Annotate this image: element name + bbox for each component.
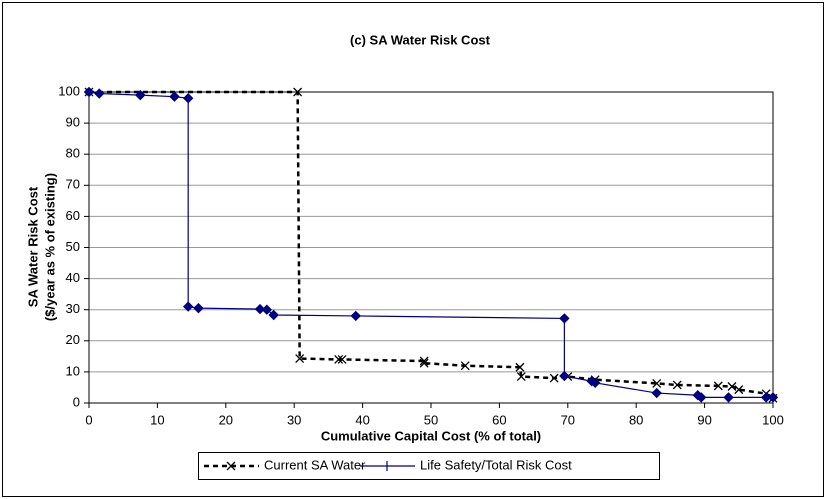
- marker: [727, 382, 737, 391]
- marker: [672, 380, 682, 390]
- legend-label: Current SA Water: [264, 457, 366, 472]
- marker: [695, 392, 707, 403]
- chart-title: (c) SA Water Risk Cost: [350, 32, 491, 47]
- y-tick-label: 60: [66, 208, 80, 223]
- y-tick-label: 70: [66, 177, 80, 192]
- marker: [94, 88, 105, 99]
- marker: [559, 313, 570, 324]
- legend: [198, 452, 660, 480]
- x-tick-label: 80: [629, 412, 643, 427]
- marker: [515, 362, 525, 372]
- marker: [589, 377, 601, 388]
- y-tick-label: 40: [66, 270, 80, 285]
- y-tick-label: 0: [73, 394, 80, 409]
- x-tick-label: 30: [287, 412, 301, 427]
- x-tick-label: 60: [492, 412, 506, 427]
- marker: [337, 355, 347, 364]
- y-tick-label: 90: [66, 115, 80, 130]
- marker: [734, 385, 744, 395]
- marker: [182, 93, 194, 104]
- x-axis-label: Cumulative Capital Cost (% of total): [321, 428, 541, 443]
- marker: [651, 387, 662, 399]
- marker: [652, 378, 662, 388]
- x-tick-label: 50: [424, 412, 438, 427]
- marker: [767, 392, 779, 403]
- marker: [460, 361, 470, 371]
- marker: [295, 354, 305, 363]
- marker: [182, 301, 194, 312]
- marker: [516, 372, 526, 382]
- y-axis-label: ($/year as % of existing): [42, 173, 57, 321]
- marker: [293, 87, 303, 97]
- marker: [419, 356, 429, 366]
- legend-label: Life Safety/Total Risk Cost: [420, 457, 572, 472]
- marker: [193, 302, 204, 314]
- marker: [226, 461, 236, 471]
- marker: [760, 392, 772, 403]
- marker: [713, 381, 723, 391]
- marker: [169, 91, 180, 102]
- marker: [83, 86, 95, 98]
- y-tick-label: 10: [66, 363, 80, 378]
- marker: [723, 392, 734, 403]
- marker: [268, 309, 279, 321]
- y-tick-label: 50: [66, 239, 80, 254]
- x-tick-label: 90: [697, 412, 711, 427]
- y-tick-label: 20: [66, 332, 80, 347]
- marker: [350, 310, 361, 322]
- x-tick-label: 10: [150, 412, 164, 427]
- y-tick-label: 30: [66, 301, 80, 316]
- x-tick-label: 70: [561, 412, 575, 427]
- y-axis-label: SA Water Risk Cost: [25, 186, 40, 307]
- x-tick-label: 0: [85, 412, 92, 427]
- y-tick-label: 80: [66, 146, 80, 161]
- plot-border: [88, 91, 774, 404]
- x-tick-label: 100: [762, 412, 784, 427]
- x-tick-label: 40: [355, 412, 369, 427]
- x-tick-label: 20: [219, 412, 233, 427]
- marker: [419, 358, 429, 368]
- marker: [254, 303, 266, 315]
- marker: [135, 89, 146, 101]
- marker: [334, 355, 344, 364]
- marker: [549, 373, 559, 383]
- marker: [559, 370, 570, 382]
- y-tick-label: 100: [58, 83, 80, 98]
- marker: [261, 304, 273, 315]
